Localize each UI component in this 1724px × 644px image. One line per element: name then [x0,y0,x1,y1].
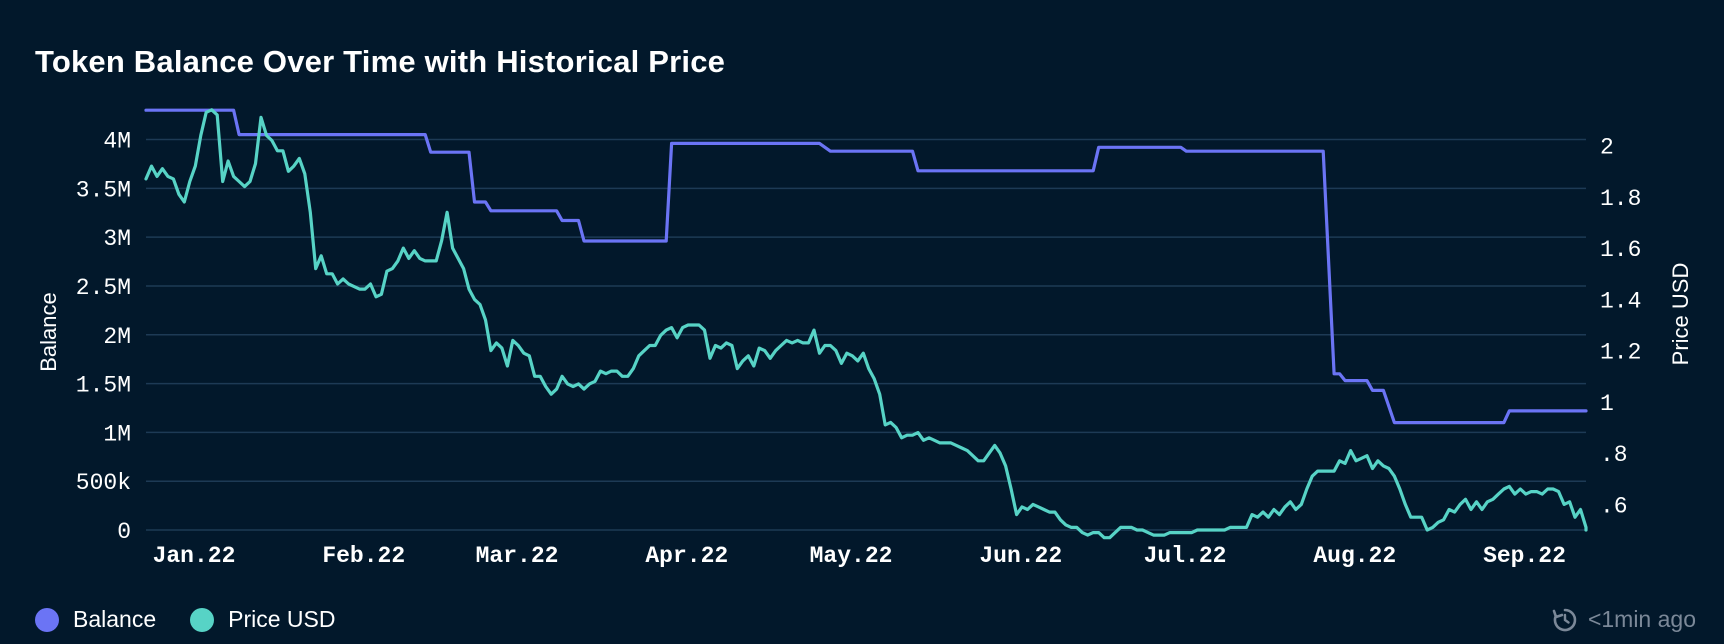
legend-dot-price-usd [190,607,215,632]
y-tick-label: 2.5M [76,275,131,301]
y2-tick-label: 1.4 [1600,288,1641,314]
y-tick-label: 3M [103,226,131,252]
x-tick-label: Jul.22 [1144,543,1227,569]
x-tick-label: Apr.22 [645,543,728,569]
legend-dot-balance [35,607,59,632]
y2-axis-label: Price USD [1668,263,1693,366]
series-line-price-usd [144,108,1588,540]
y2-tick-label: 1.2 [1600,340,1641,366]
series-line-balance [144,108,1588,425]
x-tick-label: Sep.22 [1483,543,1566,569]
y-axis-label: Balance [36,292,61,372]
x-tick-label: May.22 [810,543,893,569]
y2-tick-label: 1.6 [1600,237,1641,263]
legend-label-balance: Balance [73,606,157,632]
legend-item-price-usd[interactable]: Price USD [190,606,335,633]
last-updated[interactable]: <1min ago [1552,606,1696,633]
y2-tick-label: 2 [1600,135,1614,161]
y2-tick-label: .6 [1600,493,1628,519]
x-tick-label: Mar.22 [476,543,559,569]
y2-tick-label: 1 [1600,391,1614,417]
x-axis-ticks: Jan.22 Feb.22 Mar.22 Apr.22 May.22 Jun.22 Jul.… [153,543,1566,569]
y-tick-label: 4M [103,129,131,155]
x-tick-label: Feb.22 [322,543,405,569]
x-tick-label: Aug.22 [1313,543,1396,569]
grid-lines [146,138,1586,531]
chart-svg: 0 500k 1M 1.5M 2M 2.5M 3M 3.5M 4M .6 .8 1 1.2 1.4 1.6… [36,108,1693,569]
left-axis-ticks: 0 500k 1M 1.5M 2M 2.5M 3M 3.5M 4M [76,129,131,545]
legend-item-balance[interactable]: Balance [35,606,156,633]
legend-label-price-usd: Price USD [228,606,336,632]
y-tick-label: 500k [76,470,131,496]
refresh-clock-icon [1552,608,1577,631]
chart-title: Token Balance Over Time with Historical … [35,44,726,79]
y2-tick-label: 1.8 [1600,186,1641,212]
y-tick-label: 2M [103,324,131,350]
x-tick-label: Jun.22 [979,543,1062,569]
legend: Balance Price USD [35,606,369,633]
x-tick-label: Jan.22 [153,543,236,569]
right-axis-ticks: .6 .8 1 1.2 1.4 1.6 1.8 2 [1600,135,1641,520]
y-tick-label: 0 [117,519,131,545]
last-updated-text: <1min ago [1587,606,1696,632]
y2-tick-label: .8 [1600,442,1628,468]
series-lines [144,108,1588,540]
y-tick-label: 1M [103,421,131,447]
y-tick-label: 3.5M [76,177,131,203]
y-tick-label: 1.5M [76,373,131,399]
